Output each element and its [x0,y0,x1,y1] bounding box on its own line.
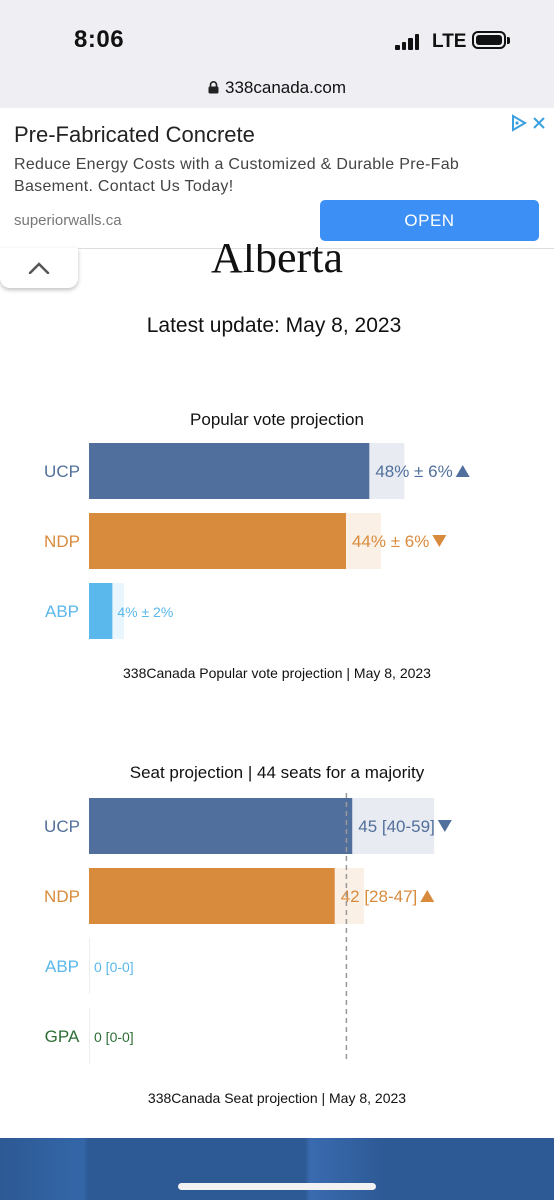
category-label-gpa: GPA [45,1027,80,1046]
vote-chart: UCP 48% ± 6% NDP 44% ± 6% ABP 4% ± 2% [44,443,470,639]
trend-up-icon [420,890,435,902]
url-text: 338canada.com [225,78,346,97]
category-label-ucp: UCP [44,462,80,481]
network-type: LTE [432,31,467,52]
value-label-ndp: 44% ± 6% [352,532,429,551]
value-label-ndp: 42 [28-47] [341,887,418,906]
category-label-ndp: NDP [44,887,80,906]
ad-description: Reduce Energy Costs with a Customized & … [14,156,460,195]
vote-chart-title: Popular vote projection [190,410,364,429]
bar-ndp [89,513,346,569]
page-title: Alberta [211,233,343,282]
vote-chart-caption: 338Canada Popular vote projection | May … [123,665,431,681]
address-bar[interactable]: 338canada.com [0,72,554,108]
collapse-ad-button[interactable] [0,248,78,288]
bar-ndp [89,868,335,924]
status-time: 8:06 [74,26,125,53]
ad-title[interactable]: Pre-Fabricated Concrete [14,122,255,147]
latest-update: Latest update: May 8, 2023 [146,314,402,337]
cellular-signal-icon [395,34,421,50]
home-indicator[interactable] [178,1183,376,1190]
value-label-abp: 0 [0-0] [94,959,134,975]
category-label-abp: ABP [45,957,79,976]
trend-down-icon [437,820,452,832]
value-label-abp: 4% ± 2% [117,604,173,620]
bar-ucp [89,798,353,854]
page-footer [0,1138,554,1200]
ad-domain[interactable]: superiorwalls.ca [14,212,122,229]
category-label-ucp: UCP [44,817,80,836]
bar-ucp [89,443,370,499]
category-label-abp: ABP [45,602,79,621]
adchoices-icon[interactable] [510,114,528,137]
value-label-ucp: 45 [40-59] [358,817,435,836]
trend-up-icon [455,465,470,477]
chevron-up-icon [28,262,50,274]
seat-chart-title: Seat projection | 44 seats for a majorit… [129,763,425,782]
seat-chart: UCP 45 [40-59] NDP 42 [28-47] ABP 0 [0-0] GPA 0… [44,793,452,1064]
value-label-gpa: 0 [0-0] [94,1029,134,1045]
battery-tip [507,37,510,44]
bar-abp [89,583,113,639]
trend-down-icon [432,535,447,547]
close-icon[interactable] [532,116,546,135]
lock-icon [208,79,219,99]
battery-icon [472,31,506,49]
value-label-ucp: 48% ± 6% [375,462,452,481]
status-bar: 8:06 LTE [0,0,554,72]
ad-open-button[interactable]: OPEN [320,200,539,241]
ad-banner[interactable]: Pre-Fabricated Concrete Reduce Energy Co… [0,110,554,249]
seat-chart-caption: 338Canada Seat projection | May 8, 2023 [147,1090,407,1106]
category-label-ndp: NDP [44,532,80,551]
